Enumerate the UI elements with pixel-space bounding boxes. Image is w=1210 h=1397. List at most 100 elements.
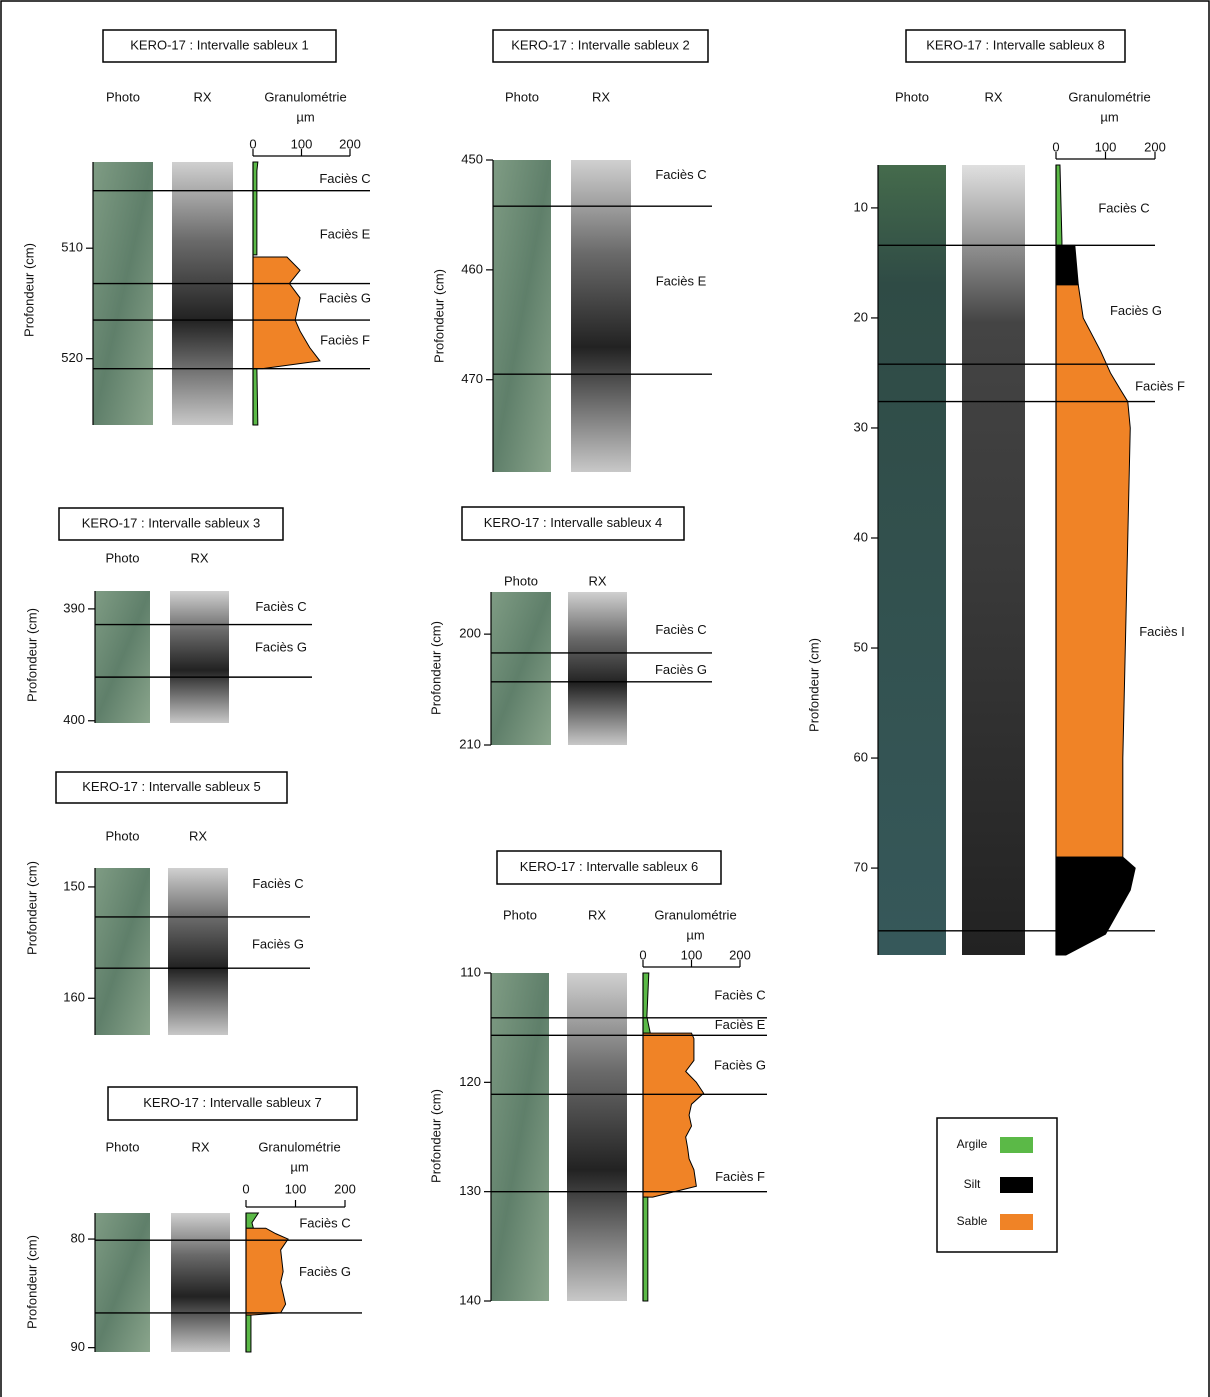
column-label: Granulométrie xyxy=(264,89,346,104)
x-tick-label: 200 xyxy=(729,947,751,962)
facies-label: Faciès C xyxy=(252,876,303,891)
grain-profile xyxy=(1055,856,1136,956)
column-label: Photo xyxy=(895,89,929,104)
column-label: RX xyxy=(191,1139,209,1154)
column-label: Granulométrie xyxy=(1068,89,1150,104)
title-box xyxy=(496,850,722,885)
facies-label: Faciès E xyxy=(320,226,371,241)
facies-label: Faciès G xyxy=(1110,303,1162,318)
core-rx xyxy=(568,592,627,745)
grain-profile xyxy=(252,368,259,426)
y-tick-label: 120 xyxy=(459,1074,481,1089)
y-tick-label: 460 xyxy=(461,261,483,276)
x-tick-label: 100 xyxy=(681,947,703,962)
column-label: Photo xyxy=(106,550,140,565)
y-tick-label: 130 xyxy=(459,1183,481,1198)
panel-title: KERO-17 : Intervalle sableux 6 xyxy=(520,859,698,874)
title-box xyxy=(107,1086,358,1121)
y-tick-label: 10 xyxy=(854,199,868,214)
y-tick-label: 520 xyxy=(61,350,83,365)
y-tick-label: 70 xyxy=(854,860,868,875)
facies-label: Faciès G xyxy=(299,1264,351,1279)
core-rx xyxy=(962,165,1025,955)
granulo-unit: µm xyxy=(296,109,314,124)
title-box xyxy=(905,29,1126,63)
facies-label: Faciès C xyxy=(655,167,706,182)
facies-label: Faciès C xyxy=(655,622,706,637)
column-label: RX xyxy=(984,89,1002,104)
panel-title: KERO-17 : Intervalle sableux 1 xyxy=(130,37,308,52)
y-tick-label: 80 xyxy=(71,1231,85,1246)
column-label: RX xyxy=(592,89,610,104)
column-label: RX xyxy=(193,89,211,104)
grain-profile xyxy=(642,1032,705,1198)
column-label: Photo xyxy=(106,89,140,104)
grain-profile xyxy=(1055,244,1079,286)
facies-label: Faciès E xyxy=(715,1017,766,1032)
core-photo xyxy=(878,165,946,955)
y-tick-label: 510 xyxy=(61,240,83,255)
granulo-unit: µm xyxy=(1100,109,1118,124)
core-rx xyxy=(171,1213,230,1352)
panel-title: KERO-17 : Intervalle sableux 4 xyxy=(484,515,662,530)
y-tick-label: 390 xyxy=(63,600,85,615)
column-label: Photo xyxy=(106,1139,140,1154)
legend-swatch xyxy=(1000,1137,1033,1153)
x-tick-label: 100 xyxy=(291,136,313,151)
y-tick-label: 90 xyxy=(71,1339,85,1354)
core-photo xyxy=(93,162,153,425)
core-photo xyxy=(95,1213,150,1352)
x-tick-label: 200 xyxy=(1144,139,1166,154)
core-rx xyxy=(168,868,228,1035)
legend-swatch xyxy=(1000,1177,1033,1193)
y-axis-label: Profondeur (cm) xyxy=(806,638,821,732)
x-tick-label: 0 xyxy=(1052,139,1059,154)
column-label: Granulométrie xyxy=(654,907,736,922)
y-tick-label: 60 xyxy=(854,749,868,764)
grain-profile xyxy=(1055,284,1131,858)
grain-profile xyxy=(245,1212,260,1229)
legend-label: Silt xyxy=(964,1177,981,1191)
y-tick-label: 470 xyxy=(461,371,483,386)
facies-label: Faciès F xyxy=(1135,379,1185,394)
grain-profile xyxy=(642,972,651,1034)
x-tick-label: 100 xyxy=(285,1181,307,1196)
y-tick-label: 140 xyxy=(459,1292,481,1307)
x-tick-label: 0 xyxy=(242,1181,249,1196)
y-tick-label: 30 xyxy=(854,419,868,434)
title-box xyxy=(461,506,685,541)
grain-profile xyxy=(245,1314,252,1353)
column-label: Photo xyxy=(504,573,538,588)
column-label: Photo xyxy=(106,828,140,843)
x-tick-label: 100 xyxy=(1095,139,1117,154)
panel-title: KERO-17 : Intervalle sableux 3 xyxy=(82,515,260,530)
facies-label: Faciès C xyxy=(255,599,306,614)
title-box xyxy=(492,29,709,63)
y-axis-label: Profondeur (cm) xyxy=(431,269,446,363)
facies-label: Faciès G xyxy=(714,1057,766,1072)
title-box xyxy=(55,771,288,804)
core-rx xyxy=(571,160,631,472)
y-tick-label: 50 xyxy=(854,639,868,654)
column-label: RX xyxy=(588,573,606,588)
title-box xyxy=(102,29,337,63)
y-tick-label: 400 xyxy=(63,712,85,727)
y-tick-label: 450 xyxy=(461,151,483,166)
core-photo xyxy=(493,160,551,472)
granulo-unit: µm xyxy=(686,927,704,942)
granulo-unit: µm xyxy=(290,1159,308,1174)
core-photo xyxy=(491,973,549,1301)
facies-label: Faciès C xyxy=(299,1215,350,1230)
panel-title: KERO-17 : Intervalle sableux 5 xyxy=(82,779,260,794)
y-tick-label: 160 xyxy=(63,990,85,1005)
y-tick-label: 40 xyxy=(854,529,868,544)
y-tick-label: 150 xyxy=(63,878,85,893)
facies-label: Faciès C xyxy=(1098,200,1149,215)
facies-label: Faciès C xyxy=(714,987,765,1002)
facies-label: Faciès E xyxy=(656,273,707,288)
y-tick-label: 110 xyxy=(460,964,481,979)
core-photo xyxy=(95,868,150,1035)
facies-label: Faciès F xyxy=(320,332,370,347)
